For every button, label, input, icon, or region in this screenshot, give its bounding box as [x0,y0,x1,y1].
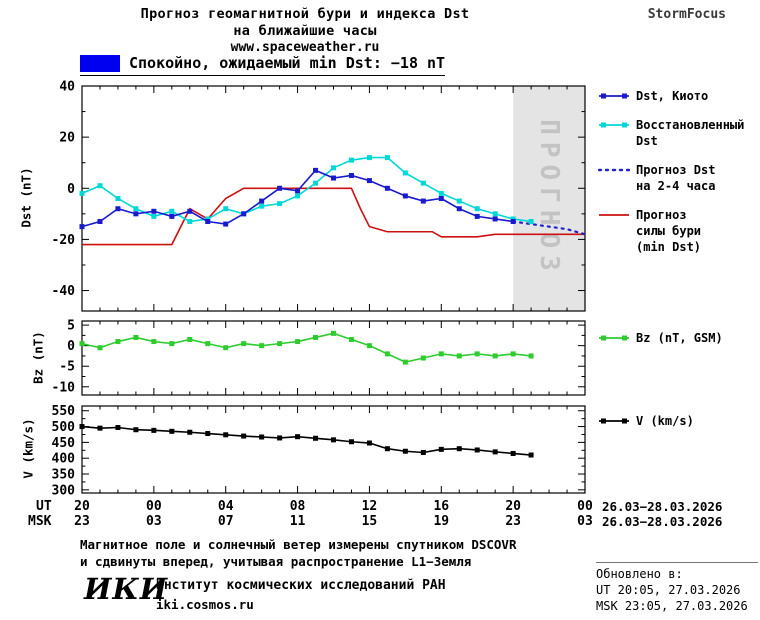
ut-tick-label: 20 [505,499,521,514]
msk-tick-label: 23 [74,514,90,529]
y-tick-label: -5 [59,360,75,375]
bz-axis-title: Bz (nT) [30,331,46,384]
page-subtitle: на ближайшие часы [233,23,377,39]
legend-marker-icon [599,122,629,128]
institute-name: Институт космических исследований РАН [156,578,446,593]
msk-tick-label: 11 [289,514,306,529]
msk-tick-label: 23 [505,514,521,529]
legend-entry: Dst, Киото [598,88,760,104]
bz-legend: Bz (nT, GSM) [598,330,760,359]
legend-label: Dst, Киото [636,89,709,103]
ut-tick-label: 08 [289,499,306,514]
storm-status-row: Спокойно, ожидаемый min Dst: −18 nT [80,54,446,76]
msk-tick-label: 03 [577,514,593,529]
ut-tick-label: 16 [433,499,450,514]
ut-row-label: UT [36,499,52,514]
legend-marker-icon [599,335,629,341]
y-tick-label: 20 [59,131,75,146]
iki-logo: ИКИ [84,572,169,606]
y-tick-label: 300 [52,483,76,497]
status-text: Спокойно, ожидаемый min Dst: −18 nT [129,54,446,72]
y-tick-label: 0 [67,339,75,354]
plot-frame [81,405,586,494]
updated-title: Обновлено в: [596,567,683,581]
dst-axis-title: Dst (nT) [18,167,34,228]
plot-frame [81,85,586,312]
brand-label: StormFocus [647,7,726,22]
axis-ticks: 5 0 -5 -10 [52,319,586,395]
quiet-level-swatch [80,54,120,72]
ut-tick-label: 20 [74,499,90,514]
y-tick-label: -40 [52,284,76,299]
updated-msk: MSK 23:05, 27.03.2026 [596,599,748,613]
y-tick-label: -10 [52,380,76,395]
msk-tick-label: 15 [361,514,378,529]
series-restored [79,155,534,225]
dst-legend: Dst, Киото Восстановленный Dst Прогноз Dst н… [598,88,760,268]
y-tick-label: 0 [67,182,75,197]
msk-tick-label: 07 [217,514,234,529]
legend-entry: Bz (nT, GSM) [598,330,760,346]
y-tick-label: 550 [52,404,76,419]
spaceweather-link[interactable]: www.spaceweather.ru [230,40,380,55]
ut-tick-label: 00 [577,499,593,514]
page-title: Прогноз геомагнитной бури и индекса Dst [140,6,470,22]
ut-tick-label: 04 [217,499,234,514]
msk-row-label: MSK [28,514,52,529]
series-solar_wind_v [79,424,534,458]
iki-site-link[interactable]: iki.cosmos.ru [156,597,254,612]
updated-ut: UT 20:05, 27.03.2026 [596,583,741,597]
data-source-note-line2: и сдвинуты вперед, учитывая распростране… [80,554,472,569]
series-storm_forecast [82,187,585,246]
legend-entry: Восстановленный Dst [598,117,760,149]
legend-label: Bz (nT, GSM) [636,331,723,345]
legend-label: Прогноз Dst на 2-4 часа [636,163,716,193]
legend-label: V (km/s) [636,414,694,428]
y-tick-label: -20 [52,233,76,248]
y-tick-label: 350 [52,468,76,483]
legend-marker-icon [599,418,629,424]
header: Прогноз геомагнитной бури и индекса Dst … [90,6,520,56]
y-tick-label: 500 [52,420,76,435]
legend-marker-icon [598,168,630,172]
bz-chart: 5 0 -5 -10 [52,319,586,396]
legend-label: Восстановленный Dst [636,118,745,148]
msk-date-range: 26.03−28.03.2026 [602,514,723,529]
y-tick-label: 450 [52,436,76,451]
forecast-band-label: ПРОГНОЗ [534,119,564,278]
ut-tick-label: 12 [361,499,378,514]
data-source-note-line1: Магнитное поле и солнечный ветер измерен… [80,537,517,552]
ut-date-range: 26.03−28.03.2026 [602,499,723,514]
legend-entry: Прогноз Dst на 2-4 часа [598,162,760,194]
legend-marker-icon [599,214,629,216]
legend-entry: Прогноз силы бури (min Dst) [598,207,760,255]
series-bz_gsm [79,330,534,365]
msk-tick-label: 03 [146,514,162,529]
v-axis-title: V (km/s) [20,418,36,479]
v-legend: V (km/s) [598,413,760,442]
plot-frame [81,320,586,396]
y-tick-label: 5 [67,319,75,334]
axis-ticks: 40 20 0 -20 -40 [52,80,586,311]
legend-marker-icon [599,93,629,99]
forecast-band: ПРОГНОЗ [513,86,585,311]
y-tick-label: 40 [59,80,75,95]
updated-block: Обновлено в: UT 20:05, 27.03.2026 MSK 23… [596,562,758,614]
legend-entry: V (km/s) [598,413,760,429]
series-forecast_2_4h [512,220,587,236]
legend-label: Прогноз силы бури (min Dst) [636,208,702,254]
ut-tick-label: 00 [146,499,162,514]
y-tick-label: 400 [52,452,76,467]
series-kyoto [79,167,516,230]
dst-chart: ПРОГНОЗ 40 20 0 -20 -40 [52,80,587,312]
time-axis: UT MSK 26.03−28.03.2026 26.03−28.03.2026… [0,499,760,533]
msk-tick-label: 19 [433,514,450,529]
